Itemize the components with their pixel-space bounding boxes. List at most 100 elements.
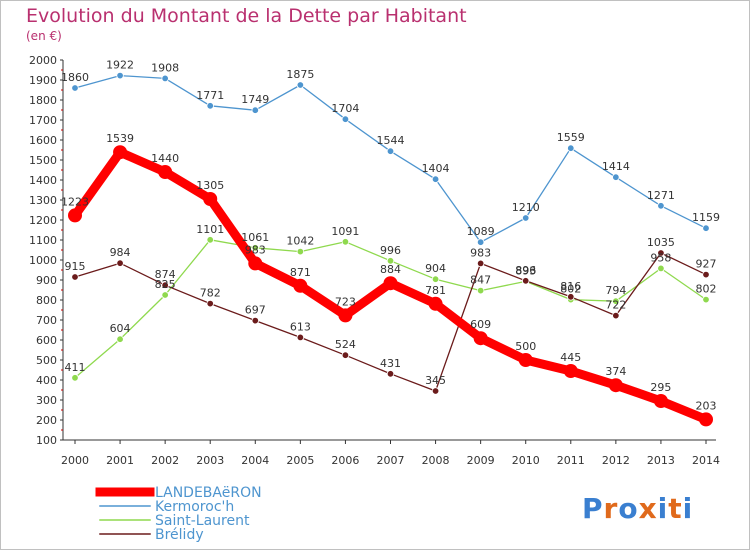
data-point [206,236,214,244]
data-label: 893 [515,264,536,277]
data-point [161,281,169,289]
data-point [71,273,79,281]
data-label: 781 [425,284,446,297]
legend-label: Kermoroc'h [155,499,234,515]
data-point [522,214,530,222]
data-label: 1749 [241,93,269,106]
x-tick-label: 2009 [467,454,495,467]
chart-subtitle: (en €) [26,29,62,43]
data-point [476,286,485,295]
y-tick-label: 1300 [29,194,57,207]
data-label: 1559 [557,131,585,144]
data-label: 1771 [196,89,224,102]
data-point [296,333,305,342]
y-tick-label: 1100 [29,234,57,247]
legend-label: Brélidy [155,527,204,543]
data-label: 1544 [377,134,405,147]
data-label: 722 [605,299,626,312]
logo-letter: x [638,492,658,525]
data-label: 825 [155,278,176,291]
data-point [71,84,79,92]
y-tick-label: 200 [36,414,57,427]
data-label: 445 [560,351,581,364]
data-point [206,299,214,308]
data-point [473,331,488,346]
x-tick-label: 2007 [377,454,405,467]
data-point [341,115,350,123]
y-tick-label: 2000 [29,54,57,67]
x-tick-label: 2008 [422,454,450,467]
data-label: 884 [380,263,401,276]
y-tick-label: 800 [36,294,57,307]
y-tick-label: 1900 [29,74,57,87]
data-point [563,364,578,378]
y-tick-label: 1000 [29,254,57,267]
data-label: 1440 [151,152,179,165]
y-tick-label: 1700 [29,114,57,127]
logo-letter: i [682,492,694,525]
data-label: 1875 [286,68,314,81]
data-point [251,106,259,114]
data-point [653,394,668,408]
logo-letter: i [657,492,669,525]
x-tick-label: 2011 [557,454,585,467]
logo-letter: t [668,492,683,525]
data-point [702,270,710,279]
data-label: 697 [245,304,266,317]
data-point [476,238,485,246]
data-point [113,145,128,160]
data-label: 1404 [422,162,450,175]
data-point [567,144,575,152]
data-point [341,238,350,246]
data-point [612,173,620,181]
logo-letter: o [618,492,639,525]
data-label: 1035 [647,236,675,249]
data-point [386,257,395,265]
data-label: 1159 [692,211,720,224]
data-label: 345 [425,374,446,387]
logo-letter: r [603,492,619,525]
logo-letter: P [582,492,604,525]
data-point [657,264,665,273]
data-point [158,165,173,179]
data-point [251,316,259,325]
data-point [518,353,533,367]
x-tick-label: 2012 [602,454,630,467]
data-label: 802 [696,283,717,296]
data-label: 904 [425,262,446,275]
y-tick-label: 300 [36,394,57,407]
x-tick-label: 2006 [331,454,359,467]
data-point [116,71,124,80]
data-label: 1539 [106,132,134,145]
x-tick-label: 2003 [196,454,224,467]
data-point [296,247,305,256]
legend-label: Saint-Laurent [155,513,250,529]
data-point [567,293,575,301]
data-point [612,311,620,320]
data-label: 203 [696,399,717,412]
data-label: 996 [380,244,401,257]
data-label: 431 [380,357,401,370]
data-point [338,308,353,323]
y-tick-label: 100 [36,434,57,447]
data-label: 958 [650,251,671,264]
y-tick-label: 700 [36,314,57,327]
data-point [608,378,623,393]
data-label: 802 [560,283,581,296]
proxiti-logo: Proxiti [582,492,693,525]
data-label: 1101 [196,223,224,236]
data-point [386,147,395,155]
data-point [657,202,665,210]
legend-label: LANDEBAëRON [155,485,262,501]
data-point [161,74,169,83]
data-point [68,208,82,223]
data-point [431,175,440,183]
data-label: 500 [515,340,536,353]
data-point [702,295,710,304]
chart-title: Evolution du Montant de la Dette par Hab… [26,5,467,27]
data-point [383,276,398,291]
data-label: 1042 [286,235,314,248]
x-tick-label: 2002 [151,454,179,467]
data-point [699,412,713,427]
